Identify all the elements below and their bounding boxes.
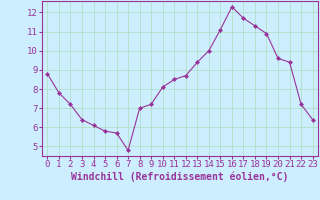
X-axis label: Windchill (Refroidissement éolien,°C): Windchill (Refroidissement éolien,°C) (71, 172, 289, 182)
